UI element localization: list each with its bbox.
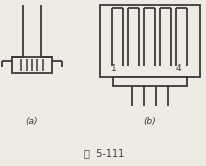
Bar	[112, 77, 186, 86]
Text: 4: 4	[174, 64, 180, 73]
Text: 1: 1	[111, 64, 116, 73]
Text: 图  5-111: 图 5-111	[83, 148, 124, 158]
Text: (b): (b)	[143, 117, 156, 126]
Bar	[99, 5, 199, 77]
Bar	[12, 57, 52, 73]
Text: (a): (a)	[26, 117, 38, 126]
